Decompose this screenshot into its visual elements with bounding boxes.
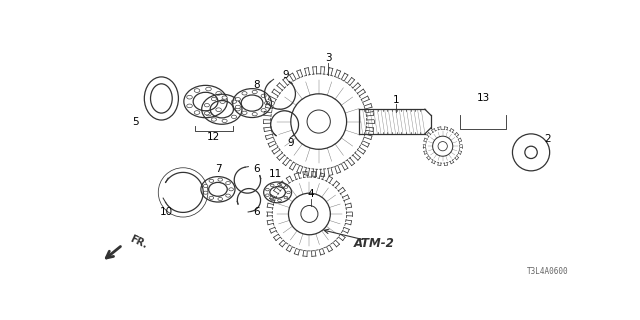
Ellipse shape (226, 194, 230, 197)
Ellipse shape (216, 92, 221, 95)
Ellipse shape (204, 191, 208, 194)
Ellipse shape (284, 186, 288, 188)
Ellipse shape (236, 105, 241, 108)
Text: 13: 13 (476, 93, 490, 103)
Ellipse shape (204, 103, 209, 107)
Ellipse shape (242, 92, 247, 95)
Text: 6: 6 (253, 207, 260, 217)
Ellipse shape (216, 108, 221, 112)
Ellipse shape (232, 115, 237, 118)
Ellipse shape (209, 196, 214, 199)
Text: 2: 2 (544, 133, 550, 143)
Ellipse shape (252, 112, 257, 116)
Text: ATM-2: ATM-2 (354, 237, 395, 250)
Text: 4: 4 (308, 189, 314, 199)
Ellipse shape (211, 118, 216, 121)
Ellipse shape (266, 194, 269, 196)
Text: 9: 9 (287, 138, 294, 148)
Ellipse shape (270, 198, 274, 201)
Ellipse shape (236, 98, 241, 101)
Ellipse shape (205, 87, 211, 91)
Ellipse shape (205, 112, 211, 116)
Ellipse shape (252, 90, 257, 94)
Ellipse shape (264, 101, 269, 105)
Ellipse shape (278, 199, 282, 202)
Ellipse shape (209, 179, 214, 182)
Ellipse shape (266, 188, 269, 191)
Ellipse shape (278, 183, 282, 186)
Ellipse shape (204, 112, 209, 115)
Text: 8: 8 (253, 80, 260, 90)
Ellipse shape (211, 97, 216, 101)
Ellipse shape (261, 94, 266, 98)
Ellipse shape (261, 108, 266, 112)
Ellipse shape (232, 100, 237, 103)
Ellipse shape (270, 184, 274, 187)
Text: 11: 11 (269, 169, 282, 179)
Ellipse shape (222, 96, 227, 99)
Ellipse shape (187, 95, 192, 99)
Ellipse shape (226, 181, 230, 185)
Ellipse shape (218, 197, 223, 201)
Ellipse shape (204, 184, 208, 188)
Ellipse shape (287, 191, 291, 194)
Text: 5: 5 (132, 116, 139, 126)
Text: 1: 1 (393, 95, 399, 105)
Text: 7: 7 (214, 164, 221, 174)
Ellipse shape (187, 104, 192, 108)
Text: 3: 3 (324, 53, 332, 63)
Ellipse shape (194, 89, 200, 92)
Ellipse shape (235, 108, 240, 111)
Ellipse shape (218, 178, 223, 181)
Ellipse shape (229, 188, 234, 191)
Ellipse shape (284, 196, 288, 199)
Ellipse shape (220, 100, 225, 103)
Ellipse shape (242, 111, 247, 115)
Text: 12: 12 (207, 132, 220, 142)
Text: FR.: FR. (128, 233, 148, 250)
Ellipse shape (222, 119, 227, 123)
Text: 9: 9 (282, 70, 289, 80)
Text: 6: 6 (253, 164, 260, 173)
Ellipse shape (194, 111, 200, 114)
Text: T3L4A0600: T3L4A0600 (527, 267, 568, 276)
Text: 10: 10 (160, 207, 173, 217)
